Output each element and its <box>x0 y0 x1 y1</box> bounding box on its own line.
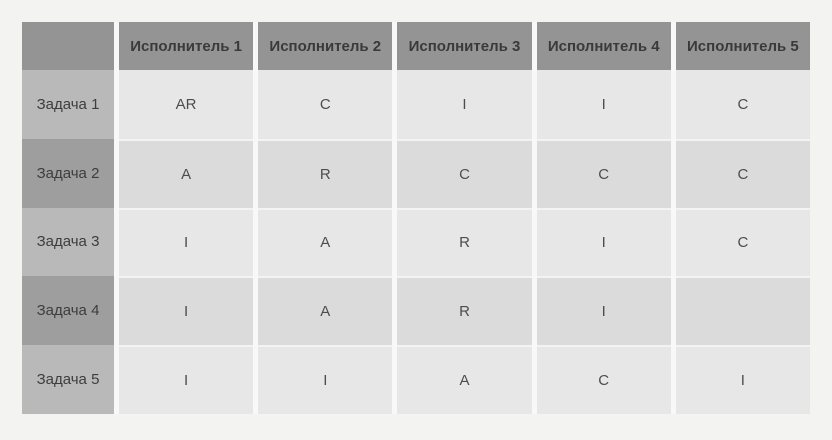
cell-task4-executor4: I <box>536 276 671 346</box>
cell-task5-executor1: I <box>119 345 254 414</box>
cell-task4-executor5 <box>675 276 810 346</box>
cell-task4-executor3: R <box>397 276 532 346</box>
cell-task4-executor1: I <box>119 276 254 346</box>
column-header-executor-4: Исполнитель 4 <box>536 22 671 70</box>
corner-cell <box>22 22 114 70</box>
cell-task3-executor2: A <box>258 207 393 277</box>
cell-task5-executor3: A <box>397 345 532 414</box>
cell-task3-executor4: I <box>536 207 671 277</box>
cell-task5-executor4: C <box>536 345 671 414</box>
cell-task5-executor5: I <box>675 345 810 414</box>
row-header-task-5: Задача 5 <box>22 345 114 414</box>
cell-task2-executor1: A <box>119 138 254 208</box>
cell-task1-executor2: C <box>258 70 393 139</box>
cell-task1-executor5: C <box>675 70 810 139</box>
cell-task2-executor5: C <box>675 138 810 208</box>
row-header-task-1: Задача 1 <box>22 70 114 139</box>
cell-task3-executor5: C <box>675 207 810 277</box>
cell-task2-executor3: C <box>397 138 532 208</box>
column-header-executor-3: Исполнитель 3 <box>397 22 532 70</box>
cell-task3-executor1: I <box>119 207 254 277</box>
column-header-executor-2: Исполнитель 2 <box>258 22 393 70</box>
cell-task4-executor2: A <box>258 276 393 346</box>
row-header-task-2: Задача 2 <box>22 138 114 208</box>
cell-task1-executor4: I <box>536 70 671 139</box>
cell-task2-executor2: R <box>258 138 393 208</box>
cell-task1-executor1: AR <box>119 70 254 139</box>
raci-matrix-table: Исполнитель 1 Исполнитель 2 Исполнитель … <box>22 22 810 414</box>
row-header-task-3: Задача 3 <box>22 207 114 277</box>
cell-task5-executor2: I <box>258 345 393 414</box>
cell-task2-executor4: C <box>536 138 671 208</box>
column-header-executor-1: Исполнитель 1 <box>119 22 254 70</box>
column-header-executor-5: Исполнитель 5 <box>675 22 810 70</box>
cell-task3-executor3: R <box>397 207 532 277</box>
cell-task1-executor3: I <box>397 70 532 139</box>
row-header-task-4: Задача 4 <box>22 276 114 346</box>
